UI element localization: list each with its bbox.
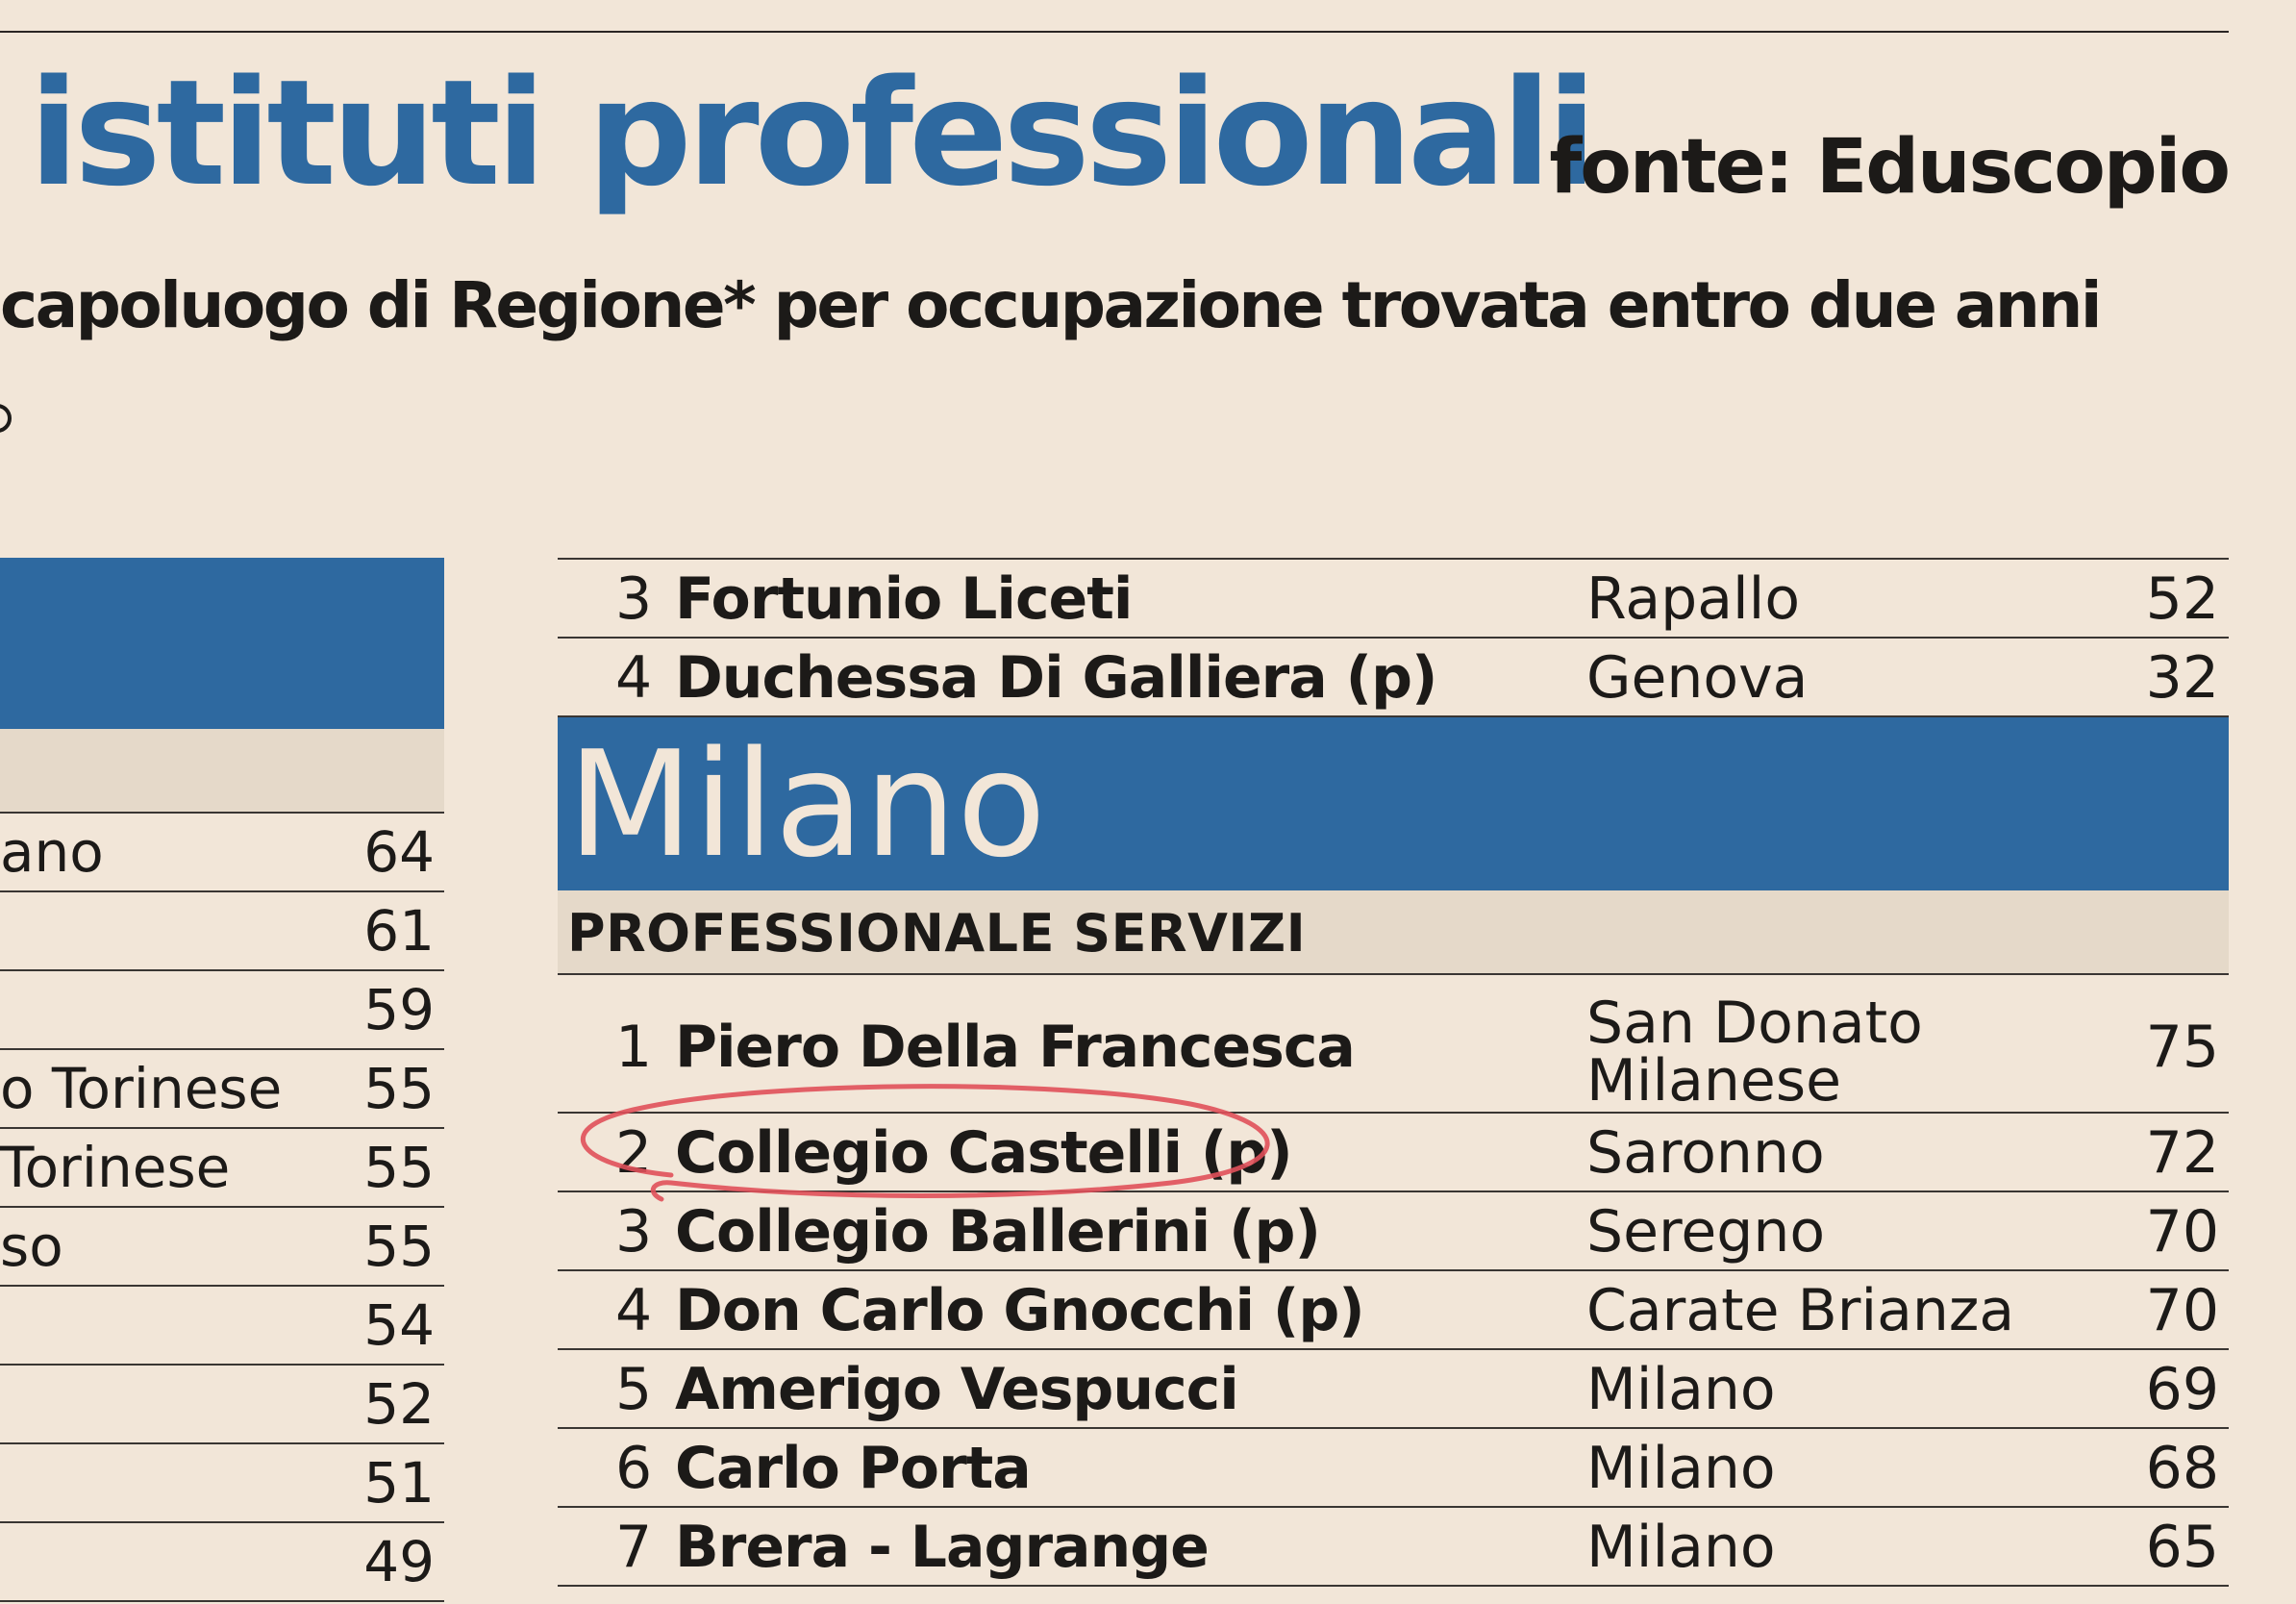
table-row: 6 Carlo Porta Milano 68 bbox=[558, 1427, 2229, 1506]
table-row: 1 Piero Della Francesca San Donato Milan… bbox=[558, 973, 2229, 1112]
region-name: Milano bbox=[567, 719, 1047, 890]
school-name: Collegio Ballerini (p) bbox=[675, 1198, 1321, 1266]
school-name: Duchessa Di Galliera (p) bbox=[675, 644, 1437, 712]
table-row: 52 bbox=[0, 1366, 444, 1444]
school-city: Milano bbox=[1586, 1435, 1776, 1502]
table-row: Torinese 55 bbox=[0, 1129, 444, 1208]
row-value: 68 bbox=[2145, 1435, 2219, 1502]
row-value: 64 bbox=[363, 819, 435, 885]
table-row: 3 Collegio Ballerini (p) Seregno 70 bbox=[558, 1190, 2229, 1269]
page-subtitle: capoluogo di Regione* per occupazione tr… bbox=[0, 268, 2102, 342]
table-row: o Torinese 55 bbox=[0, 1050, 444, 1129]
row-label: so bbox=[0, 1214, 63, 1279]
row-value: 70 bbox=[2145, 1277, 2219, 1344]
milano-ranking-table: 3 Fortunio Liceti Rapallo 52 4 Duchessa … bbox=[558, 558, 2229, 1587]
row-value: 54 bbox=[363, 1292, 435, 1358]
stray-glyph-mark bbox=[0, 404, 12, 433]
row-value: 59 bbox=[363, 977, 435, 1042]
row-value: 65 bbox=[2145, 1514, 2219, 1581]
school-name: Collegio Castelli (p) bbox=[675, 1119, 1293, 1187]
source-credit: fonte: Eduscopio bbox=[1549, 124, 2231, 211]
school-city: Milano bbox=[1586, 1356, 1776, 1423]
table-row: so 55 bbox=[0, 1208, 444, 1287]
table-row: 7 Brera - Lagrange Milano 65 bbox=[558, 1506, 2229, 1587]
row-value: 55 bbox=[363, 1214, 435, 1279]
school-city: Rapallo bbox=[1586, 565, 1801, 633]
table-row: 61 bbox=[0, 892, 444, 971]
row-rank: 3 bbox=[615, 565, 653, 633]
row-label: Torinese bbox=[0, 1135, 231, 1200]
region-header: Milano bbox=[558, 715, 2229, 890]
table-row: 59 bbox=[0, 971, 444, 1050]
row-value: 61 bbox=[363, 898, 435, 964]
row-value: 32 bbox=[2145, 644, 2219, 712]
row-rank: 3 bbox=[615, 1198, 653, 1266]
row-value: 72 bbox=[2145, 1119, 2219, 1187]
table-row: 4 Don Carlo Gnocchi (p) Carate Brianza 7… bbox=[558, 1269, 2229, 1348]
row-value: 52 bbox=[2145, 565, 2219, 633]
section-name: PROFESSIONALE SERVIZI bbox=[567, 903, 1307, 964]
row-rank: 6 bbox=[615, 1435, 653, 1502]
table-row: 51 bbox=[0, 1444, 444, 1523]
row-rank: 4 bbox=[615, 644, 653, 712]
school-city: Carate Brianza bbox=[1586, 1277, 2015, 1344]
row-rank: 7 bbox=[615, 1514, 653, 1581]
row-rank: 2 bbox=[615, 1119, 653, 1187]
row-rank: 5 bbox=[615, 1356, 653, 1423]
school-name: Brera - Lagrange bbox=[675, 1514, 1210, 1581]
row-value: 55 bbox=[363, 1056, 435, 1121]
row-rank: 4 bbox=[615, 1277, 653, 1344]
school-city: San Donato Milanese bbox=[1586, 990, 1923, 1115]
section-header: PROFESSIONALE SERVIZI bbox=[558, 890, 2229, 973]
row-label: o Torinese bbox=[0, 1056, 283, 1121]
table-row: 5 Amerigo Vespucci Milano 69 bbox=[558, 1348, 2229, 1427]
table-row: 54 bbox=[0, 1287, 444, 1366]
school-name: Carlo Porta bbox=[675, 1435, 1032, 1502]
school-name: Fortunio Liceti bbox=[675, 565, 1133, 633]
left-region-header bbox=[0, 558, 444, 729]
row-value: 70 bbox=[2145, 1198, 2219, 1266]
school-city: Genova bbox=[1586, 644, 1809, 712]
school-name: Don Carlo Gnocchi (p) bbox=[675, 1277, 1365, 1344]
top-rule bbox=[0, 31, 2229, 33]
page-title: istituti professionali bbox=[29, 48, 1597, 218]
school-city: Saronno bbox=[1586, 1119, 1825, 1187]
left-ranking-table: ano 64 61 59 o Torinese 55 Torinese 55 s… bbox=[0, 558, 444, 1602]
row-value: 75 bbox=[2145, 1014, 2219, 1081]
table-row: 4 Duchessa Di Galliera (p) Genova 32 bbox=[558, 637, 2229, 715]
left-section-header bbox=[0, 729, 444, 814]
table-row: ano 64 bbox=[0, 814, 444, 892]
row-value: 52 bbox=[363, 1371, 435, 1437]
row-label: ano bbox=[0, 819, 104, 885]
table-row-highlighted: 2 Collegio Castelli (p) Saronno 72 bbox=[558, 1112, 2229, 1190]
row-rank: 1 bbox=[615, 1014, 653, 1081]
row-value: 49 bbox=[363, 1529, 435, 1594]
school-city: Seregno bbox=[1586, 1198, 1826, 1266]
table-row: 49 bbox=[0, 1523, 444, 1602]
school-city: Milano bbox=[1586, 1514, 1776, 1581]
row-value: 69 bbox=[2145, 1356, 2219, 1423]
table-row: 3 Fortunio Liceti Rapallo 52 bbox=[558, 558, 2229, 637]
row-value: 55 bbox=[363, 1135, 435, 1200]
school-name: Piero Della Francesca bbox=[675, 1014, 1356, 1081]
school-name: Amerigo Vespucci bbox=[675, 1356, 1239, 1423]
row-value: 51 bbox=[363, 1450, 435, 1516]
